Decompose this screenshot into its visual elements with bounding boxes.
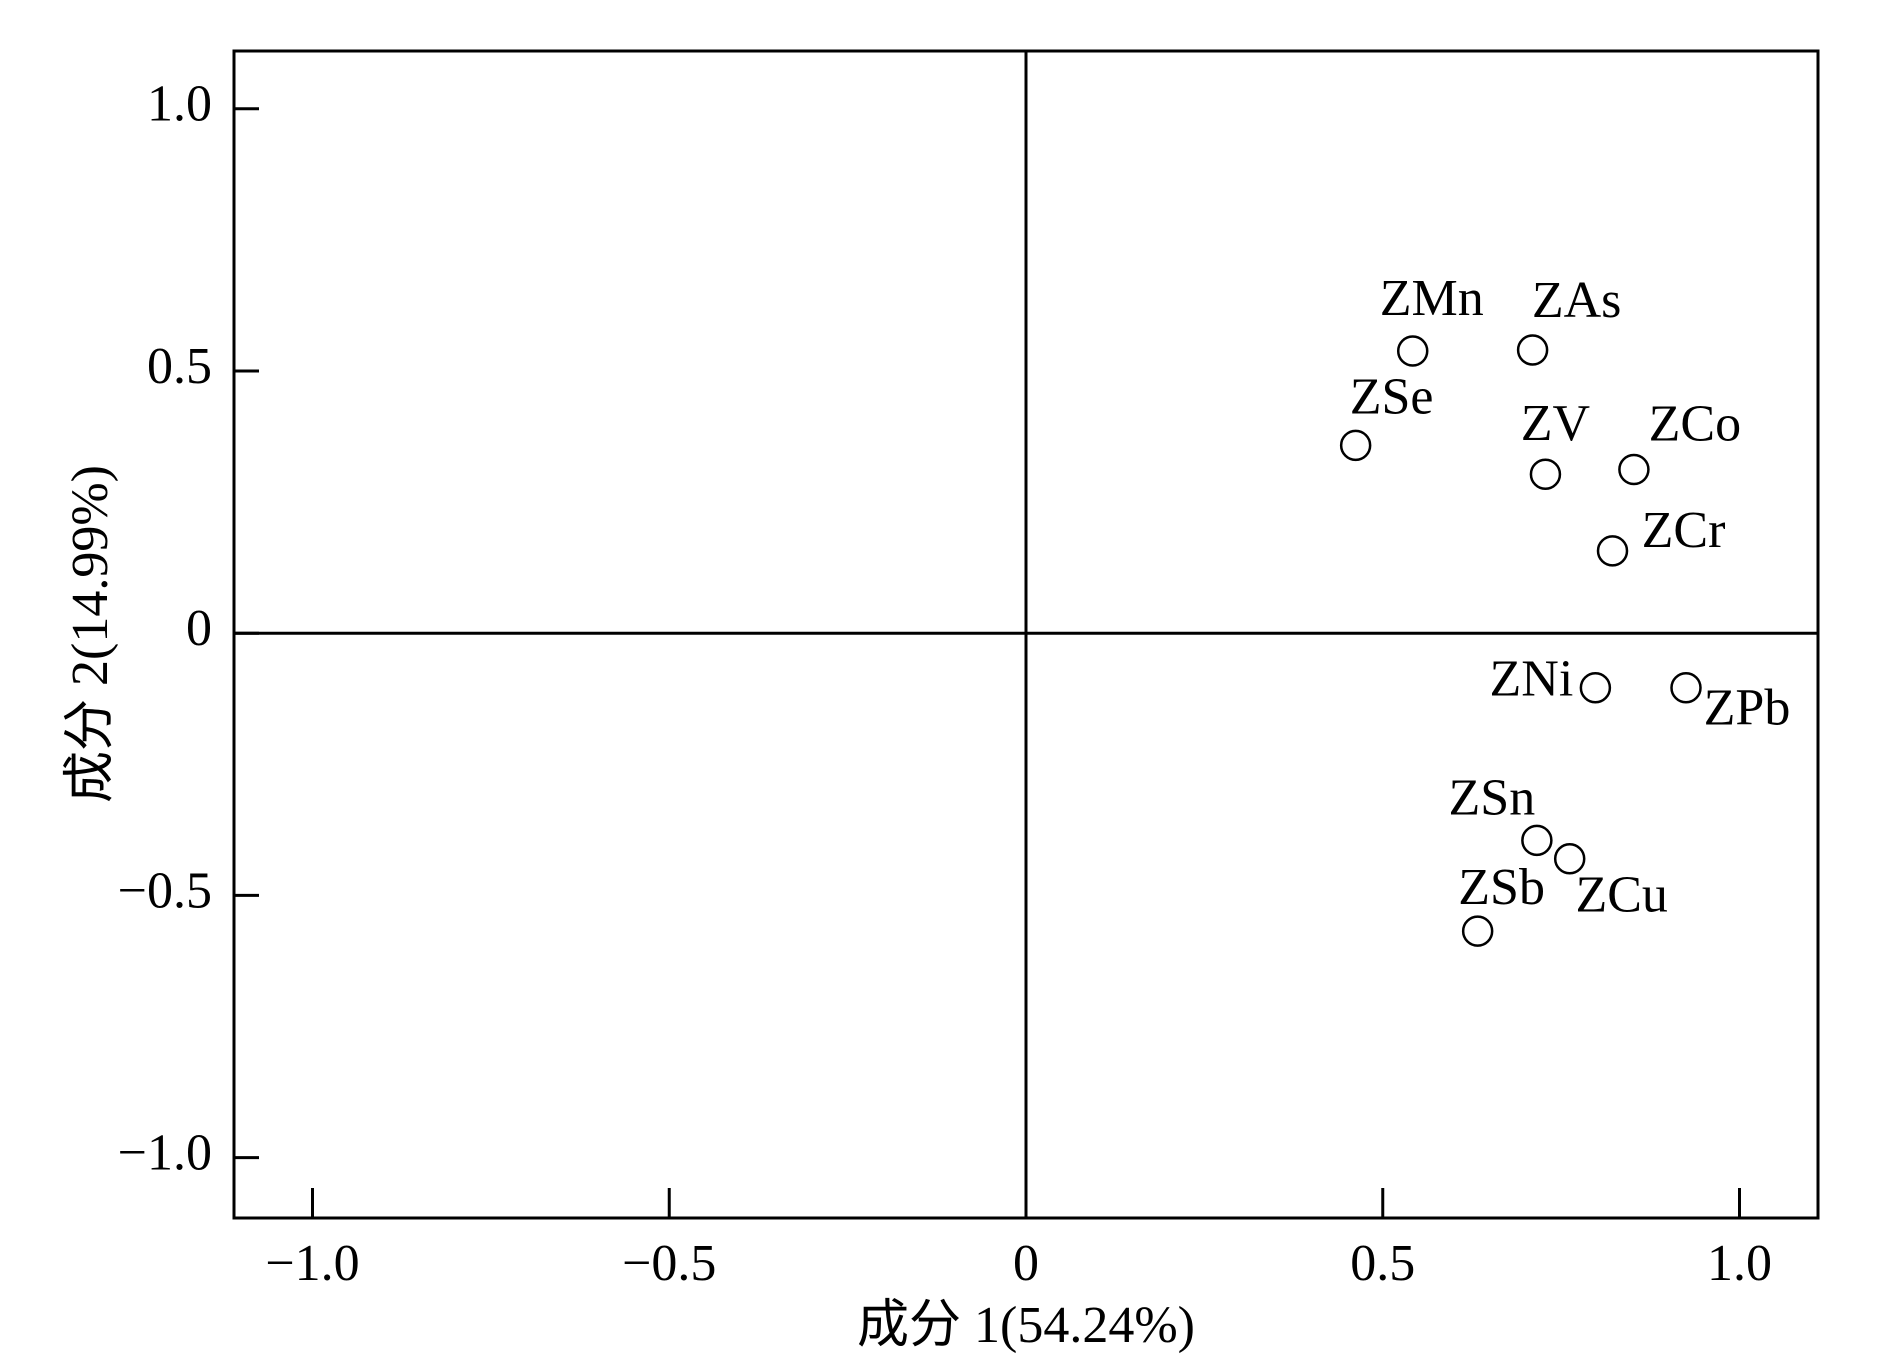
- point: [1529, 458, 1562, 491]
- point: [1579, 671, 1612, 704]
- point: [1339, 429, 1372, 462]
- point-label: ZV: [1521, 395, 1590, 452]
- point: [1618, 453, 1650, 486]
- x-tick-label: 1.0: [1707, 1235, 1772, 1292]
- x-tick-label: 0.5: [1350, 1235, 1415, 1292]
- y-tick-label: 1.0: [147, 76, 212, 133]
- point-label: ZSb: [1458, 859, 1545, 916]
- y-tick-label: −0.5: [118, 862, 212, 919]
- point-label: ZCo: [1649, 395, 1741, 452]
- x-tick-label: −1.0: [265, 1235, 359, 1292]
- point-label: ZSe: [1350, 368, 1434, 425]
- point: [1553, 842, 1586, 875]
- point-label: ZAs: [1532, 272, 1622, 329]
- point: [1521, 824, 1553, 857]
- point-label: ZSn: [1449, 769, 1536, 826]
- y-tick-label: −1.0: [118, 1125, 212, 1182]
- x-tick-label: −0.5: [622, 1235, 716, 1292]
- x-axis-label: 成分 1(54.24%): [857, 1297, 1195, 1354]
- point: [1396, 335, 1429, 367]
- point: [1461, 915, 1494, 947]
- y-tick-label: 0: [186, 600, 212, 657]
- point-label: ZPb: [1704, 680, 1791, 737]
- point: [1670, 671, 1702, 704]
- x-tick-label: 0: [1013, 1235, 1039, 1292]
- point-label: ZCr: [1642, 502, 1726, 559]
- y-tick-label: 0.5: [147, 338, 212, 395]
- y-axis-label: 成分 2(14.99%): [62, 465, 119, 803]
- point: [1596, 535, 1629, 567]
- point-label: ZMn: [1380, 270, 1484, 327]
- point: [1516, 334, 1549, 366]
- point-label: ZNi: [1490, 651, 1574, 708]
- point-label: ZCu: [1575, 867, 1667, 924]
